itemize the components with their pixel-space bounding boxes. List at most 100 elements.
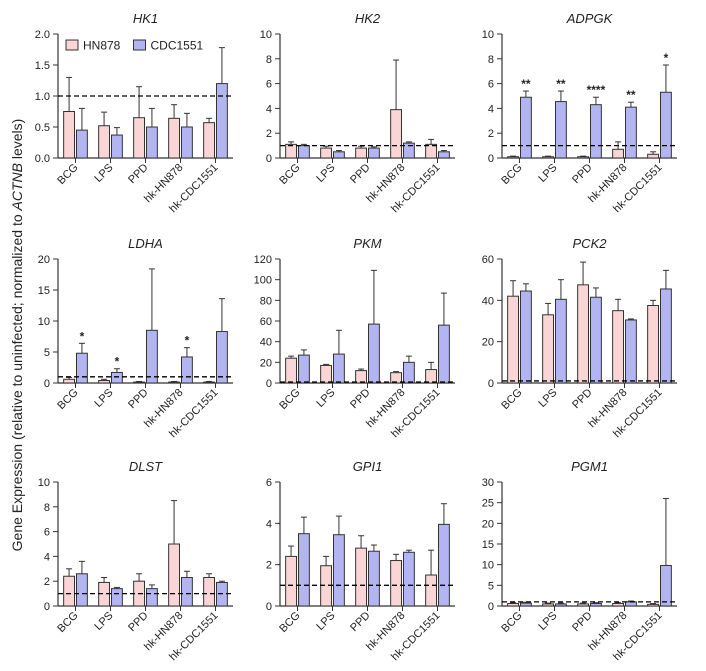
y-axis-title-prefix: Gene Expression (relative to uninfected;… bbox=[9, 210, 25, 551]
y-tick-label: 2 bbox=[44, 576, 50, 588]
bar-hn878 bbox=[320, 364, 332, 384]
bar-cdc1551 bbox=[76, 573, 88, 607]
legend: HN878 CDC1551 bbox=[65, 39, 204, 53]
bar-hn878 bbox=[133, 117, 145, 159]
x-tick-label: BCG bbox=[499, 387, 524, 412]
bar-cdc1551 bbox=[520, 290, 532, 384]
legend-swatch-hn878 bbox=[65, 39, 79, 51]
bar-cdc1551 bbox=[368, 323, 380, 384]
y-tick-label: 15 bbox=[482, 539, 494, 551]
x-tick-label: LPS bbox=[536, 610, 559, 633]
legend-label-hn878: HN878 bbox=[83, 39, 121, 53]
y-tick-label: 40 bbox=[482, 295, 494, 307]
panel-title: PCK2 bbox=[573, 236, 608, 251]
x-tick-label: PPD bbox=[570, 610, 595, 635]
bar-cdc1551 bbox=[403, 551, 415, 607]
x-tick-label: BCG bbox=[277, 610, 302, 635]
bar-cdc1551 bbox=[590, 296, 602, 384]
bar-cdc1551 bbox=[216, 83, 228, 159]
bar-cdc1551 bbox=[333, 353, 345, 384]
y-tick-label: 25 bbox=[482, 498, 494, 510]
panel-title: PGM1 bbox=[571, 459, 608, 474]
bar-hn878 bbox=[425, 143, 437, 159]
y-tick-label: 10 bbox=[38, 477, 50, 489]
panel-title: HK2 bbox=[355, 11, 381, 26]
bar-hn878 bbox=[168, 117, 180, 159]
bar-hn878 bbox=[285, 357, 297, 384]
bar-hn878 bbox=[507, 603, 519, 607]
bar-hn878 bbox=[98, 125, 111, 159]
bar-cdc1551 bbox=[298, 533, 310, 607]
y-tick-label: 60 bbox=[260, 316, 272, 328]
bar-hn878 bbox=[355, 370, 367, 384]
bar-cdc1551 bbox=[625, 319, 637, 384]
x-tick-label: LPS bbox=[314, 162, 337, 185]
bar-cdc1551 bbox=[403, 361, 415, 384]
bar-cdc1551 bbox=[146, 126, 158, 159]
y-tick-label: 10 bbox=[482, 29, 494, 41]
bar-hn878 bbox=[507, 156, 519, 159]
x-tick-label: BCG bbox=[277, 162, 302, 187]
y-tick-label: 8 bbox=[488, 54, 494, 66]
y-tick-label: 2 bbox=[266, 560, 272, 572]
y-tick-label: 0 bbox=[266, 378, 272, 390]
bar-cdc1551 bbox=[298, 354, 310, 384]
y-tick-label: 10 bbox=[482, 560, 494, 572]
y-tick-label: 10 bbox=[260, 29, 272, 41]
x-tick-label: LPS bbox=[536, 387, 559, 410]
y-tick-label: 4 bbox=[266, 103, 272, 115]
bar-cdc1551 bbox=[555, 603, 567, 607]
y-axis-title: Gene Expression (relative to uninfected;… bbox=[9, 119, 25, 552]
bar-hn878 bbox=[577, 603, 590, 607]
panel-title: DLST bbox=[129, 459, 163, 474]
bar-cdc1551 bbox=[438, 324, 450, 384]
x-tick-label: PPD bbox=[348, 610, 373, 635]
bar-cdc1551 bbox=[520, 602, 532, 607]
bar-hn878 bbox=[320, 147, 332, 159]
y-tick-label: 15 bbox=[38, 285, 50, 297]
y-tick-label: 0 bbox=[44, 601, 50, 613]
bar-cdc1551 bbox=[368, 147, 380, 159]
bar-cdc1551 bbox=[181, 356, 193, 384]
bar-hn878 bbox=[390, 560, 402, 607]
x-tick-label: LPS bbox=[92, 610, 115, 633]
bar-hn878 bbox=[285, 555, 297, 607]
y-tick-label: 40 bbox=[260, 337, 272, 349]
y-tick-label: 100 bbox=[254, 275, 272, 287]
bar-hn878 bbox=[542, 603, 555, 607]
panel-title: LDHA bbox=[128, 236, 163, 251]
significance-label: ** bbox=[626, 88, 636, 102]
bar-cdc1551 bbox=[181, 126, 193, 159]
y-tick-label: 80 bbox=[260, 295, 272, 307]
bar-cdc1551 bbox=[333, 151, 345, 159]
bar-hn878 bbox=[133, 381, 145, 384]
bar-hn878 bbox=[647, 305, 660, 384]
x-tick-label: BCG bbox=[55, 387, 80, 412]
bar-hn878 bbox=[612, 603, 625, 607]
bar-cdc1551 bbox=[438, 523, 450, 607]
y-tick-label: 20 bbox=[482, 337, 494, 349]
x-tick-label: LPS bbox=[314, 387, 337, 410]
significance-label: ** bbox=[521, 77, 531, 91]
y-tick-label: 2 bbox=[488, 128, 494, 140]
bar-cdc1551 bbox=[146, 329, 158, 384]
x-tick-label: BCG bbox=[499, 610, 524, 635]
bar-cdc1551 bbox=[660, 288, 672, 384]
y-tick-label: 4 bbox=[266, 518, 272, 530]
y-tick-label: 2.0 bbox=[35, 29, 50, 41]
y-tick-label: 4 bbox=[44, 551, 50, 563]
y-tick-label: 30 bbox=[482, 477, 494, 489]
y-tick-label: 5 bbox=[44, 347, 50, 359]
y-tick-label: 0 bbox=[488, 153, 494, 165]
significance-label: **** bbox=[587, 83, 606, 97]
y-axis-title-gene: ACTNB bbox=[9, 163, 25, 211]
y-tick-label: 0 bbox=[44, 378, 50, 390]
y-tick-label: 6 bbox=[266, 79, 272, 91]
y-axis-title-suffix: levels) bbox=[9, 119, 25, 163]
bar-cdc1551 bbox=[333, 534, 345, 607]
